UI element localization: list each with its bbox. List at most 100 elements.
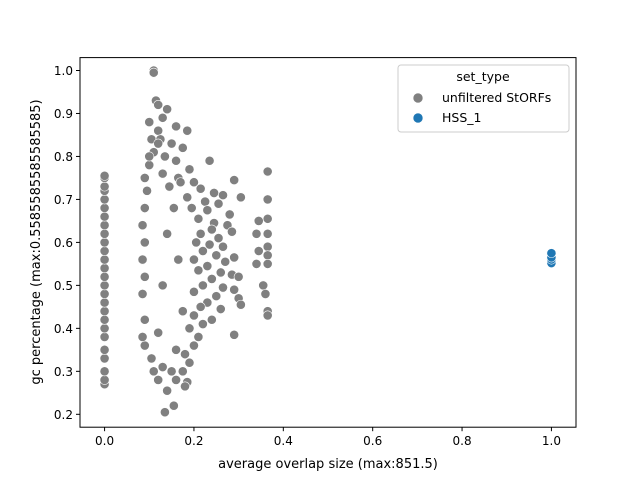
data-point-0-147 [171, 344, 181, 355]
data-point-0-84 [220, 256, 231, 267]
data-point-0-71 [251, 228, 262, 239]
data-point-0-139 [153, 138, 164, 149]
data-point-0-126 [146, 353, 157, 364]
data-point-0-65 [262, 213, 273, 224]
data-point-0-48 [229, 175, 240, 185]
legend-label-hss-1: HSS_1 [442, 110, 481, 125]
legend-label-unfiltered-storfs: unfiltered StORFs [442, 90, 551, 105]
data-point-0-116 [177, 366, 188, 377]
data-point-0-55 [182, 192, 193, 203]
data-point-0-87 [202, 261, 213, 271]
data-point-0-143 [173, 254, 184, 265]
data-point-0-57 [213, 198, 224, 209]
data-point-0-148 [148, 366, 159, 377]
data-point-0-81 [229, 252, 240, 263]
data-point-0-76 [218, 241, 228, 252]
data-point-0-94 [197, 280, 208, 291]
data-point-0-89 [215, 267, 226, 278]
data-point-0-74 [191, 237, 202, 248]
data-point-0-96 [229, 284, 240, 295]
data-point-0-130 [137, 289, 148, 299]
data-point-0-29 [153, 99, 164, 110]
data-point-0-137 [139, 173, 150, 183]
data-point-0-98 [211, 291, 222, 302]
x-axis: 0.0 0.2 0.4 0.6 0.8 1.0 [95, 427, 561, 448]
data-point-0-115 [184, 357, 195, 368]
data-point-0-121 [153, 375, 164, 385]
data-point-0-77 [253, 246, 264, 256]
data-point-0-51 [164, 181, 175, 192]
data-point-0-145 [177, 306, 188, 317]
data-point-0-88 [193, 265, 204, 276]
x-tick-label: 0.2 [184, 434, 203, 448]
data-point-0-2 [99, 366, 110, 377]
data-point-0-136 [142, 185, 152, 196]
data-point-0-42 [171, 155, 181, 166]
data-point-0-86 [262, 258, 273, 269]
data-point-0-127 [139, 340, 150, 351]
data-point-0-61 [202, 205, 213, 216]
data-point-0-38 [166, 138, 177, 149]
data-point-0-131 [139, 271, 150, 282]
data-point-0-30 [162, 104, 173, 115]
data-point-0-54 [218, 190, 228, 201]
y-tick-label: 0.5 [54, 279, 73, 293]
data-point-0-133 [139, 237, 150, 248]
data-point-0-107 [189, 310, 199, 321]
data-point-0-15 [99, 246, 110, 256]
data-point-0-34 [182, 125, 193, 136]
data-point-0-146 [153, 327, 164, 338]
data-point-0-11 [99, 280, 110, 291]
data-point-0-8 [99, 306, 110, 317]
data-point-0-17 [99, 228, 110, 239]
data-point-0-83 [189, 254, 199, 265]
data-point-0-46 [157, 168, 168, 179]
data-point-0-103 [195, 301, 206, 312]
data-point-0-14 [99, 254, 110, 265]
legend: set_type unfiltered StORFs HSS_1 [397, 64, 570, 133]
x-tick-label: 0.4 [274, 434, 293, 448]
data-point-0-45 [184, 164, 195, 175]
data-point-0-32 [157, 112, 168, 123]
data-point-0-75 [204, 239, 215, 250]
data-point-1-3 [546, 248, 557, 259]
data-point-0-70 [195, 228, 206, 239]
data-point-0-113 [189, 340, 199, 351]
data-point-0-110 [184, 323, 195, 334]
data-point-0-7 [99, 314, 110, 325]
data-point-0-141 [168, 203, 179, 213]
data-point-0-21 [99, 194, 110, 205]
data-point-0-117 [171, 375, 181, 385]
data-point-0-68 [206, 224, 217, 235]
data-point-0-91 [206, 274, 217, 284]
data-point-0-80 [211, 250, 222, 261]
data-point-0-140 [175, 177, 186, 188]
x-tick-label: 0.6 [363, 434, 382, 448]
data-point-0-25 [99, 170, 110, 181]
data-point-0-144 [157, 280, 168, 291]
y-tick-label: 0.4 [54, 322, 73, 336]
data-point-0-93 [233, 271, 244, 282]
data-point-0-109 [197, 319, 208, 329]
data-point-0-73 [213, 233, 224, 244]
data-point-0-120 [162, 385, 173, 396]
data-point-0-72 [262, 228, 273, 239]
y-axis: 0.2 0.3 0.4 0.5 0.6 0.7 0.8 0.9 1.0 [54, 64, 80, 422]
y-tick-label: 0.6 [54, 236, 73, 250]
data-point-0-60 [186, 203, 197, 213]
data-point-0-132 [137, 254, 148, 265]
y-tick-label: 0.3 [54, 365, 73, 379]
data-point-0-23 [99, 181, 110, 192]
data-point-0-44 [144, 160, 155, 170]
data-point-0-52 [195, 183, 206, 194]
data-point-0-129 [139, 314, 150, 325]
data-point-0-119 [180, 381, 190, 392]
legend-title: set_type [456, 69, 510, 84]
data-point-0-16 [99, 237, 110, 248]
data-point-0-112 [229, 329, 240, 340]
data-point-0-31 [144, 117, 155, 127]
data-point-0-43 [204, 155, 215, 166]
data-point-0-19 [99, 211, 110, 222]
data-point-0-35 [153, 125, 164, 136]
